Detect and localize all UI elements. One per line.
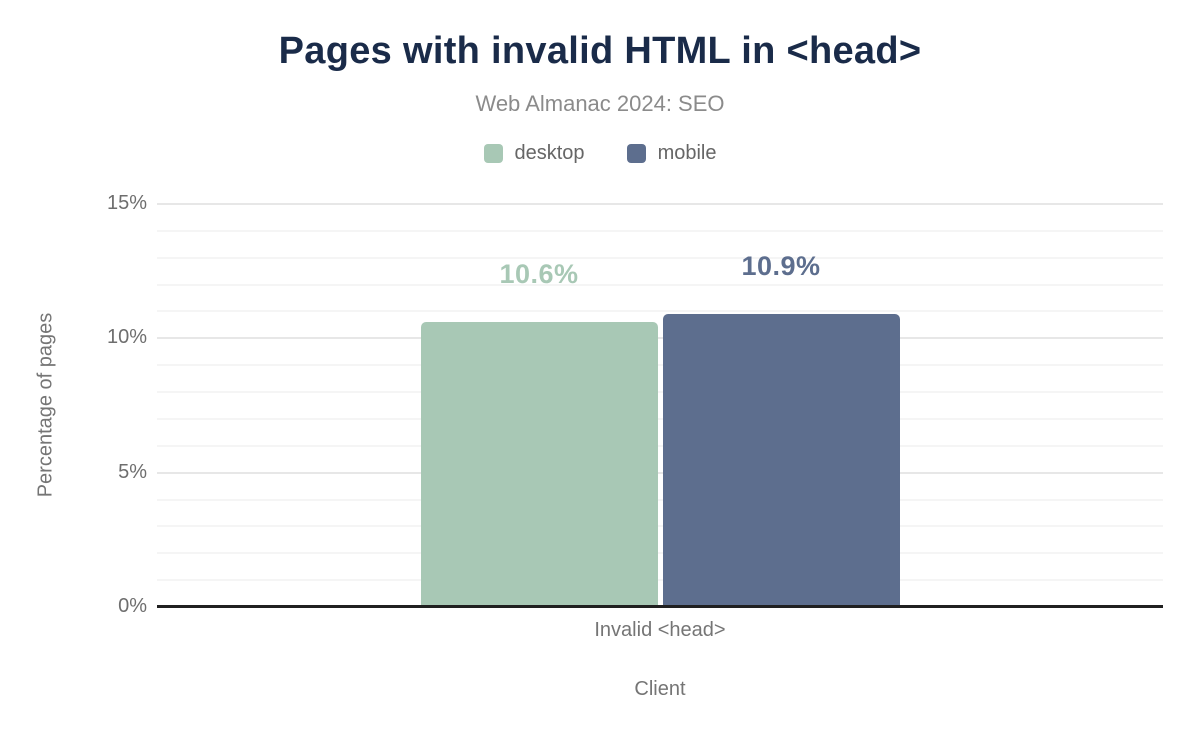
gridline-minor bbox=[157, 552, 1163, 555]
chart-subtitle: Web Almanac 2024: SEO bbox=[475, 91, 725, 116]
gridline-minor bbox=[157, 364, 1163, 367]
y-tick-label: 5% bbox=[118, 460, 147, 483]
x-axis-line bbox=[157, 605, 1163, 608]
x-axis-title: Client bbox=[634, 678, 686, 700]
gridline-minor bbox=[157, 417, 1163, 420]
x-category-label: Invalid <head> bbox=[594, 619, 726, 641]
legend-swatch-desktop-icon bbox=[483, 143, 503, 163]
bar-desktop[interactable] bbox=[420, 322, 658, 607]
gridline-major bbox=[157, 337, 1163, 340]
gridline-minor bbox=[157, 229, 1163, 232]
value-label-mobile: 10.9% bbox=[741, 251, 821, 282]
gridline-major bbox=[157, 471, 1163, 474]
bar-mobile[interactable] bbox=[662, 314, 900, 607]
gridline-minor bbox=[157, 391, 1163, 394]
gridline-minor bbox=[157, 498, 1163, 501]
plot-area: 10.6% 10.9% bbox=[157, 203, 1163, 608]
value-label-desktop: 10.6% bbox=[499, 259, 579, 290]
gridline-minor bbox=[157, 256, 1163, 259]
legend: desktop mobile bbox=[0, 141, 1200, 165]
legend-item-mobile[interactable]: mobile bbox=[626, 141, 717, 165]
gridline-minor bbox=[157, 444, 1163, 447]
legend-item-desktop[interactable]: desktop bbox=[483, 141, 585, 165]
y-tick-label: 0% bbox=[118, 595, 147, 617]
gridline-minor bbox=[157, 283, 1163, 286]
legend-swatch-mobile-icon bbox=[626, 143, 646, 163]
y-axis-title: Percentage of pages bbox=[34, 312, 57, 498]
gridline-minor bbox=[157, 310, 1163, 313]
chart-title: Pages with invalid HTML in <head> bbox=[278, 30, 922, 72]
legend-label-mobile: mobile bbox=[657, 141, 717, 164]
y-tick-label: 15% bbox=[106, 192, 147, 214]
gridline-major bbox=[157, 203, 1163, 205]
gridline-minor bbox=[157, 525, 1163, 528]
y-tick-label: 10% bbox=[106, 326, 147, 349]
gridline-minor bbox=[157, 579, 1163, 582]
legend-label-desktop: desktop bbox=[514, 141, 585, 164]
